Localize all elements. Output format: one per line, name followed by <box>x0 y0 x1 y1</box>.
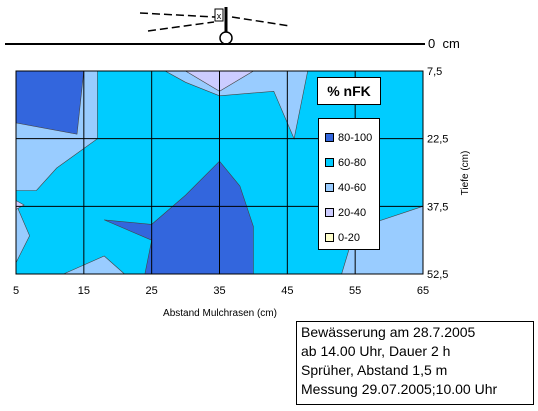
x-axis-ticks: 5 15 25 35 45 55 65 <box>13 285 429 297</box>
legend-swatch <box>325 133 334 142</box>
x-axis-label: Abstand Mulchrasen (cm) <box>163 308 277 319</box>
sprinkler-label: x <box>217 11 222 21</box>
x-tick-label-5: 5 <box>13 285 19 297</box>
y-axis-ticks: 7,5 22,5 37,5 52,5 <box>427 66 448 281</box>
sprinkler-head-icon <box>214 8 224 22</box>
legend-swatch <box>325 208 334 217</box>
legend-label: 60-80 <box>338 156 367 169</box>
y-tick-label-0: 7,5 <box>427 66 442 78</box>
sprinkler-sketch: x 0 cm <box>5 7 460 51</box>
info-line-sprinkler-spacing: Sprüher, Abstand 1,5 m <box>301 362 448 378</box>
legend-label: 0-20 <box>338 231 361 244</box>
legend-swatch <box>325 183 334 192</box>
surface-zero-label: 0 cm <box>428 36 460 51</box>
legend-item-20-40: 20-40 <box>319 200 379 225</box>
legend-swatch <box>325 233 334 242</box>
info-line-duration: ab 14.00 Uhr, Dauer 2 h <box>301 343 451 359</box>
legend-swatch <box>325 158 334 167</box>
y-tick-label-3: 52,5 <box>427 269 448 281</box>
sprinkler-spray-line-upper-left <box>139 12 216 18</box>
legend-label: 80-100 <box>338 131 373 144</box>
legend-item-60-80: 60-80 <box>319 150 379 175</box>
sprinkler-spray-line-lower-left <box>147 21 215 32</box>
y-axis-label: Tiefe (cm) <box>460 151 471 196</box>
legend-item-0-20: 0-20 <box>319 225 379 250</box>
x-tick-label-15: 15 <box>78 285 90 297</box>
legend-item-80-100: 80-100 <box>319 125 379 150</box>
info-line-measurement-time: Messung 29.07.2005;10.00 Uhr <box>301 381 498 397</box>
sprinkler-base-icon <box>219 31 233 45</box>
legend-item-40-60: 40-60 <box>319 175 379 200</box>
legend-title: % nFK <box>317 77 381 105</box>
plot-border <box>15 70 424 275</box>
info-box: Bewässerung am 28.7.2005 ab 14.00 Uhr, D… <box>296 321 534 405</box>
x-tick-label-55: 55 <box>349 285 361 297</box>
legend-label: 40-60 <box>338 181 367 194</box>
y-tick-label-2: 37,5 <box>427 201 448 213</box>
y-tick-label-1: 22,5 <box>427 134 448 146</box>
info-line-irrigation-date: Bewässerung am 28.7.2005 <box>301 324 476 340</box>
x-tick-label-45: 45 <box>281 285 293 297</box>
x-tick-label-65: 65 <box>417 285 429 297</box>
x-tick-label-35: 35 <box>213 285 225 297</box>
legend-label: 20-40 <box>338 206 367 219</box>
sprinkler-spray-line-right <box>231 16 291 27</box>
legend: 80-100 60-80 40-60 20-40 0-20 <box>318 118 380 250</box>
contour-region-1 <box>15 70 85 135</box>
x-tick-label-25: 25 <box>146 285 158 297</box>
